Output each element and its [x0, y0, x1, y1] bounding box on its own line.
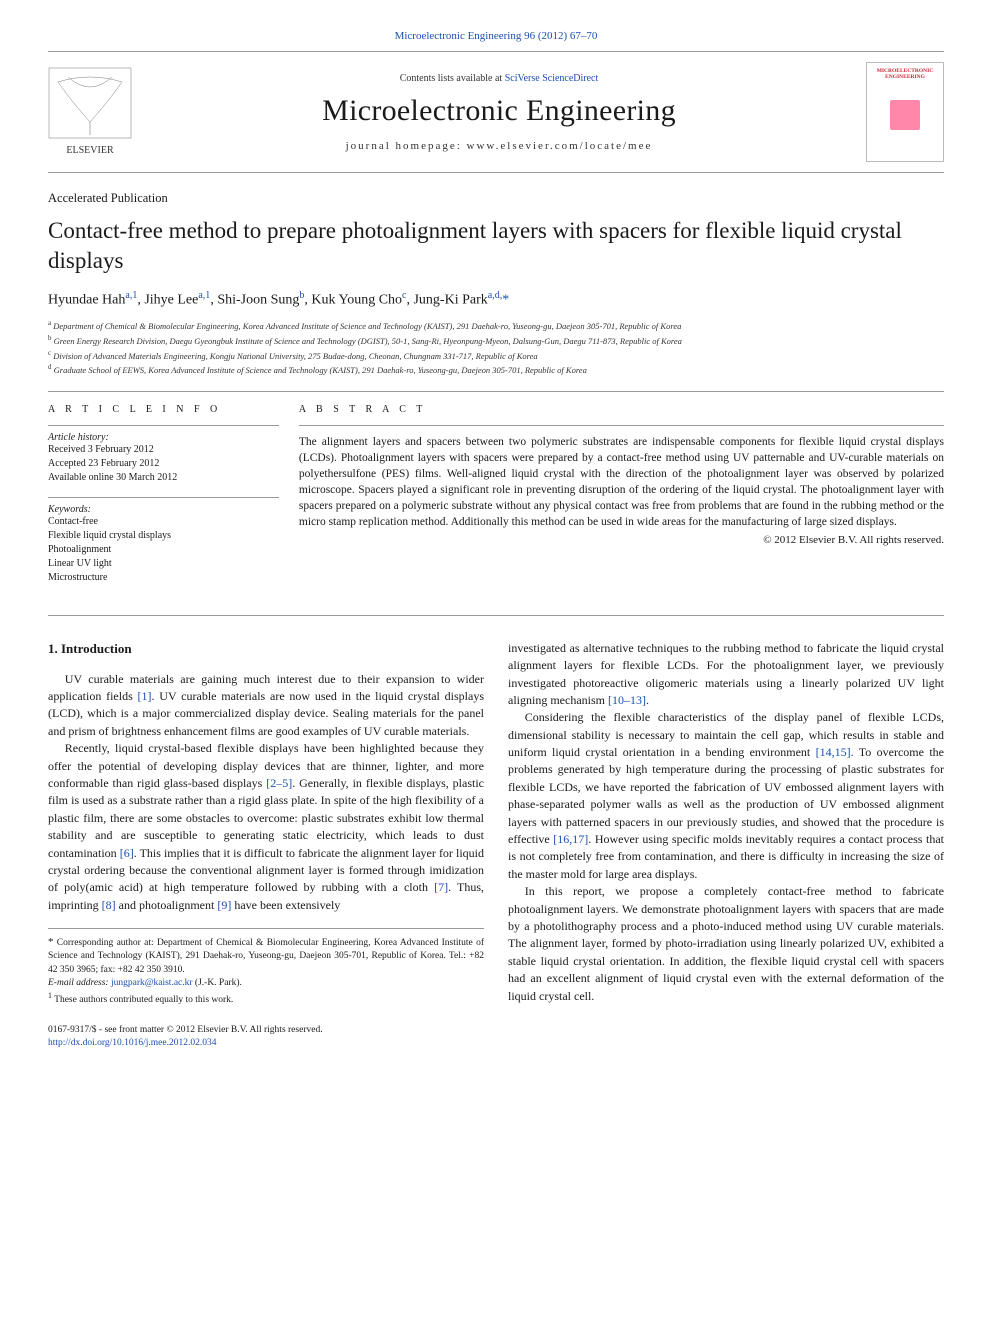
author-5: Jung-Ki Park [413, 292, 487, 307]
para: Recently, liquid crystal-based flexible … [48, 740, 484, 914]
author-line: Hyundae Haha,1, Jihye Leea,1, Shi-Joon S… [48, 290, 944, 309]
affiliations: a Department of Chemical & Biomolecular … [48, 318, 944, 376]
cite-link[interactable]: [16,17] [553, 832, 588, 846]
author-3: Shi-Joon Sung [217, 292, 299, 307]
cite-link[interactable]: [2–5] [266, 776, 292, 790]
keywords-section: Keywords: Contact-free Flexible liquid c… [48, 504, 279, 585]
corresponding-note: * Corresponding author at: Department of… [48, 935, 484, 977]
top-citation: Microelectronic Engineering 96 (2012) 67… [48, 28, 944, 43]
journal-name: Microelectronic Engineering [148, 94, 850, 128]
corresponding-star-icon: * [502, 292, 509, 307]
abstract-copyright: © 2012 Elsevier B.V. All rights reserved… [299, 534, 944, 546]
author-5-sup: a,d, [488, 290, 502, 301]
author-1: Hyundae Hah [48, 292, 125, 307]
author-4: Kuk Young Cho [311, 292, 402, 307]
keyword: Microstructure [48, 571, 279, 585]
footnote-block: * Corresponding author at: Department of… [48, 928, 484, 1008]
email-suffix: (J.-K. Park). [193, 978, 242, 988]
publication-type: Accelerated Publication [48, 191, 944, 206]
email-label: E-mail address: [48, 978, 111, 988]
bottom-line: 0167-9317/$ - see front matter © 2012 El… [48, 1024, 944, 1051]
cover-image-icon [890, 100, 920, 130]
top-citation-link[interactable]: Microelectronic Engineering 96 (2012) 67… [395, 30, 598, 42]
article-info-heading: A R T I C L E I N F O [48, 404, 279, 415]
keyword: Contact-free [48, 515, 279, 529]
para: investigated as alternative techniques t… [508, 640, 944, 710]
body-columns: 1. Introduction UV curable materials are… [48, 640, 944, 1008]
para: Considering the flexible characteristics… [508, 709, 944, 883]
email-link[interactable]: jungpark@kaist.ac.kr [111, 978, 193, 988]
cover-label: MICROELECTRONIC ENGINEERING [872, 68, 938, 80]
journal-box: Contents lists available at SciVerse Sci… [132, 73, 866, 152]
cite-link[interactable]: [10–13] [608, 693, 646, 707]
contents-line: Contents lists available at SciVerse Sci… [148, 73, 850, 84]
issn-line: 0167-9317/$ - see front matter © 2012 El… [48, 1024, 944, 1037]
sciencedirect-link[interactable]: SciVerse ScienceDirect [505, 73, 599, 84]
keyword: Linear UV light [48, 557, 279, 571]
abstract: A B S T R A C T The alignment layers and… [299, 404, 944, 597]
keyword: Flexible liquid crystal displays [48, 529, 279, 543]
equal-contrib-note: 1 These authors contributed equally to t… [48, 990, 484, 1007]
history-line: Received 3 February 2012 [48, 443, 279, 457]
article-title: Contact-free method to prepare photoalig… [48, 216, 944, 276]
doi-link[interactable]: http://dx.doi.org/10.1016/j.mee.2012.02.… [48, 1038, 216, 1048]
keyword: Photoalignment [48, 543, 279, 557]
history-line: Accepted 23 February 2012 [48, 457, 279, 471]
para: In this report, we propose a completely … [508, 883, 944, 1005]
right-column: investigated as alternative techniques t… [508, 640, 944, 1008]
history-label: Article history: [48, 432, 279, 443]
homepage-prefix: journal homepage: [346, 140, 467, 152]
para: UV curable materials are gaining much in… [48, 671, 484, 741]
intro-heading: 1. Introduction [48, 640, 484, 659]
svg-text:ELSEVIER: ELSEVIER [66, 145, 114, 156]
info-abstract-row: A R T I C L E I N F O Article history: R… [48, 391, 944, 616]
cite-link[interactable]: [9] [217, 898, 231, 912]
cite-link[interactable]: [1] [138, 689, 152, 703]
author-2: Jihye Lee [144, 292, 198, 307]
cite-link[interactable]: [7] [434, 880, 448, 894]
homepage-url: www.elsevier.com/locate/mee [467, 140, 653, 152]
affil-c: c Division of Advanced Materials Enginee… [48, 348, 944, 363]
history-line: Available online 30 March 2012 [48, 471, 279, 485]
contents-prefix: Contents lists available at [400, 73, 505, 84]
email-line: E-mail address: jungpark@kaist.ac.kr (J.… [48, 977, 484, 990]
elsevier-logo: ELSEVIER [48, 67, 132, 157]
abstract-heading: A B S T R A C T [299, 404, 944, 415]
cite-link[interactable]: [8] [102, 898, 116, 912]
article-info: A R T I C L E I N F O Article history: R… [48, 404, 299, 597]
affil-b: b Green Energy Research Division, Daegu … [48, 333, 944, 348]
keywords-label: Keywords: [48, 504, 279, 515]
cite-link[interactable]: [6] [120, 846, 134, 860]
affil-d: d Graduate School of EEWS, Korea Advance… [48, 362, 944, 377]
author-1-sup: a,1 [125, 290, 137, 301]
abstract-body: The alignment layers and spacers between… [299, 434, 944, 531]
journal-cover-thumb: MICROELECTRONIC ENGINEERING [866, 62, 944, 162]
left-column: 1. Introduction UV curable materials are… [48, 640, 484, 1008]
author-4-sup: c [402, 290, 406, 301]
journal-header: ELSEVIER Contents lists available at Sci… [48, 51, 944, 173]
author-2-sup: a,1 [198, 290, 210, 301]
journal-homepage: journal homepage: www.elsevier.com/locat… [148, 140, 850, 152]
history-section: Article history: Received 3 February 201… [48, 432, 279, 485]
affil-a: a Department of Chemical & Biomolecular … [48, 318, 944, 333]
author-3-sup: b [299, 290, 304, 301]
cite-link[interactable]: [14,15] [816, 745, 851, 759]
